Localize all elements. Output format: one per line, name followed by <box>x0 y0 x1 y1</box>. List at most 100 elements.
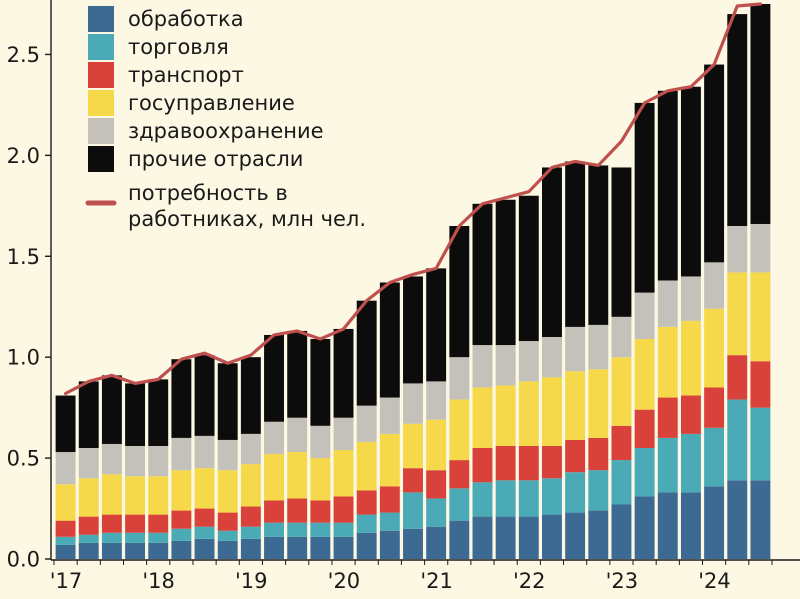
bar-segment-3-21 <box>542 377 562 446</box>
bar-segment-0-18 <box>472 516 493 559</box>
bar-segment-5-10 <box>287 330 308 418</box>
bar-segment-1-9 <box>264 522 284 537</box>
bar-segment-5-2 <box>101 375 122 444</box>
bar-segment-2-2 <box>101 514 122 533</box>
bar-segment-2-12 <box>333 496 354 523</box>
bar-segment-4-19 <box>495 345 516 386</box>
bar-segment-4-29 <box>727 226 748 273</box>
demand-line <box>63 2 763 396</box>
bar-segment-5-0 <box>55 395 76 453</box>
bar-segment-4-21 <box>542 337 562 378</box>
legend-swatch-3 <box>88 90 114 116</box>
legend-swatch-2 <box>88 62 114 88</box>
legend-swatch-0 <box>88 6 114 32</box>
bar-segment-1-5 <box>171 528 192 541</box>
bar-segment-4-16 <box>426 381 447 420</box>
bar-segment-0-19 <box>495 516 516 559</box>
bar-segment-0-11 <box>310 536 331 559</box>
bar-segment-3-15 <box>403 423 423 469</box>
bar-segment-1-12 <box>333 522 354 537</box>
legend-label-5: прочие отрасли <box>128 147 303 171</box>
bar-segment-2-1 <box>78 516 99 535</box>
bar-segment-4-12 <box>333 417 354 451</box>
bar-segment-4-3 <box>125 445 146 477</box>
bar-segment-1-24 <box>611 460 632 505</box>
bar-segment-3-6 <box>194 468 215 509</box>
bar-segment-1-20 <box>518 480 539 517</box>
bar-segment-0-7 <box>217 540 238 559</box>
bar-segment-5-8 <box>240 357 261 434</box>
bar-segment-4-26 <box>657 280 678 327</box>
bar-segment-2-10 <box>287 498 308 523</box>
bar-segment-5-22 <box>565 161 586 327</box>
bar-segment-4-17 <box>449 357 470 400</box>
bar-segment-0-4 <box>148 542 169 559</box>
legend-line-label-2: работниках, млн чел. <box>128 207 366 231</box>
bar-segment-4-11 <box>310 425 331 459</box>
bar-segment-3-28 <box>704 308 725 388</box>
bar-segment-1-25 <box>634 448 655 497</box>
bar-segment-3-7 <box>217 470 238 513</box>
y-tick-label: 2.5 <box>7 43 40 67</box>
bar-segment-1-21 <box>542 478 562 515</box>
bar-segment-2-6 <box>194 508 215 527</box>
bar-segment-3-3 <box>125 476 146 515</box>
bar-segment-3-4 <box>148 476 169 515</box>
bar-segment-3-29 <box>727 272 748 356</box>
bar-segment-1-26 <box>657 437 678 493</box>
bar-segment-3-30 <box>750 272 771 362</box>
bar-segment-3-23 <box>588 369 609 438</box>
bar-segment-1-2 <box>101 532 122 543</box>
bar-segment-4-23 <box>588 324 609 370</box>
bar-segment-5-12 <box>333 328 354 418</box>
bar-segment-0-21 <box>542 514 562 559</box>
bar-segment-0-15 <box>403 528 423 559</box>
bar-segment-5-28 <box>704 64 725 263</box>
bar-segment-2-27 <box>680 395 701 434</box>
bar-segment-2-26 <box>657 397 678 438</box>
bar-segment-2-7 <box>217 512 238 531</box>
bar-segment-1-29 <box>727 399 748 481</box>
bar-segment-1-28 <box>704 427 725 487</box>
bar-segment-2-20 <box>518 445 539 481</box>
bar-segment-0-5 <box>171 540 192 559</box>
bar-segment-4-4 <box>148 445 169 477</box>
bar-segment-0-3 <box>125 542 146 559</box>
bar-segment-2-0 <box>55 520 76 537</box>
bar-segment-2-19 <box>495 445 516 481</box>
bar-segment-3-13 <box>356 441 377 491</box>
bar-segment-3-2 <box>101 474 122 515</box>
bar-segment-1-17 <box>449 488 470 521</box>
x-tick-label: '24 <box>698 569 731 593</box>
bar-segment-2-28 <box>704 387 725 428</box>
bar-segment-2-11 <box>310 500 331 523</box>
bar-segment-1-10 <box>287 522 308 537</box>
bar-segment-2-17 <box>449 460 470 489</box>
bar-segment-4-14 <box>379 397 400 434</box>
bar-segment-3-18 <box>472 387 493 448</box>
legend-label-3: госуправление <box>128 91 295 115</box>
bar-segment-1-1 <box>78 534 99 543</box>
bar-segment-3-20 <box>518 381 539 446</box>
bar-segment-4-15 <box>403 383 423 424</box>
bar-segment-1-30 <box>750 407 771 481</box>
bar-segment-2-21 <box>542 445 562 479</box>
bar-segment-5-9 <box>264 334 284 422</box>
bar-segment-3-24 <box>611 357 632 426</box>
bar-segment-0-6 <box>194 538 215 559</box>
bar-segment-4-13 <box>356 405 377 442</box>
bar-segment-0-23 <box>588 510 609 559</box>
x-tick-label: '19 <box>235 569 268 593</box>
bar-segment-1-8 <box>240 526 261 539</box>
bar-segment-4-5 <box>171 437 192 471</box>
bar-segment-0-13 <box>356 532 377 559</box>
y-tick-label: 0.5 <box>7 447 40 471</box>
bar-segment-0-29 <box>727 480 748 559</box>
bar-segment-1-27 <box>680 433 701 493</box>
bar-segment-1-13 <box>356 514 377 533</box>
bar-segment-5-29 <box>727 14 748 227</box>
bar-segment-4-22 <box>565 326 586 372</box>
bar-segment-5-30 <box>750 4 771 224</box>
bar-segment-4-0 <box>55 452 76 485</box>
bar-segment-4-25 <box>634 292 655 340</box>
